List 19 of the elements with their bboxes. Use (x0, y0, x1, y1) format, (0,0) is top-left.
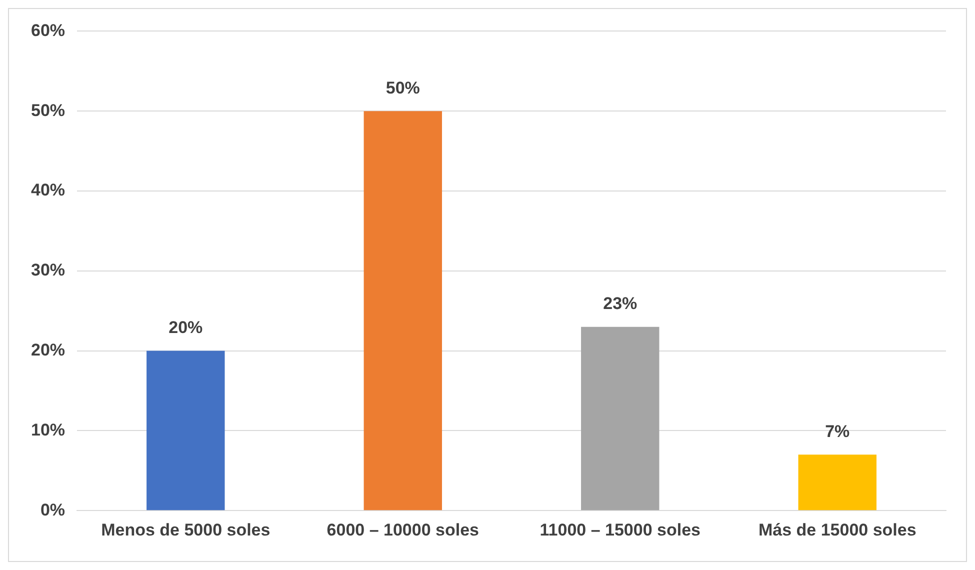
data-label: 7% (825, 422, 850, 441)
data-label: 20% (168, 318, 203, 337)
bar (146, 350, 225, 510)
y-tick-label: 40% (30, 180, 66, 200)
y-tick-label: 0% (40, 500, 66, 520)
bar (798, 454, 876, 510)
x-tick-label: Más de 15000 soles (758, 520, 916, 540)
y-tick-label: 50% (30, 100, 66, 120)
bar (581, 326, 660, 510)
x-tick-label: Menos de 5000 soles (101, 520, 270, 540)
y-tick-label: 30% (30, 260, 66, 280)
data-label: 50% (386, 78, 420, 98)
data-label: 23% (603, 294, 638, 314)
y-tick-label: 10% (30, 420, 66, 440)
bar (364, 111, 442, 510)
x-tick-label: 11000 – 15000 soles (540, 520, 700, 540)
x-tick-label: 6000 – 10000 soles (326, 520, 479, 540)
y-tick-label: 20% (30, 340, 66, 360)
y-tick-label: 60% (30, 20, 66, 40)
